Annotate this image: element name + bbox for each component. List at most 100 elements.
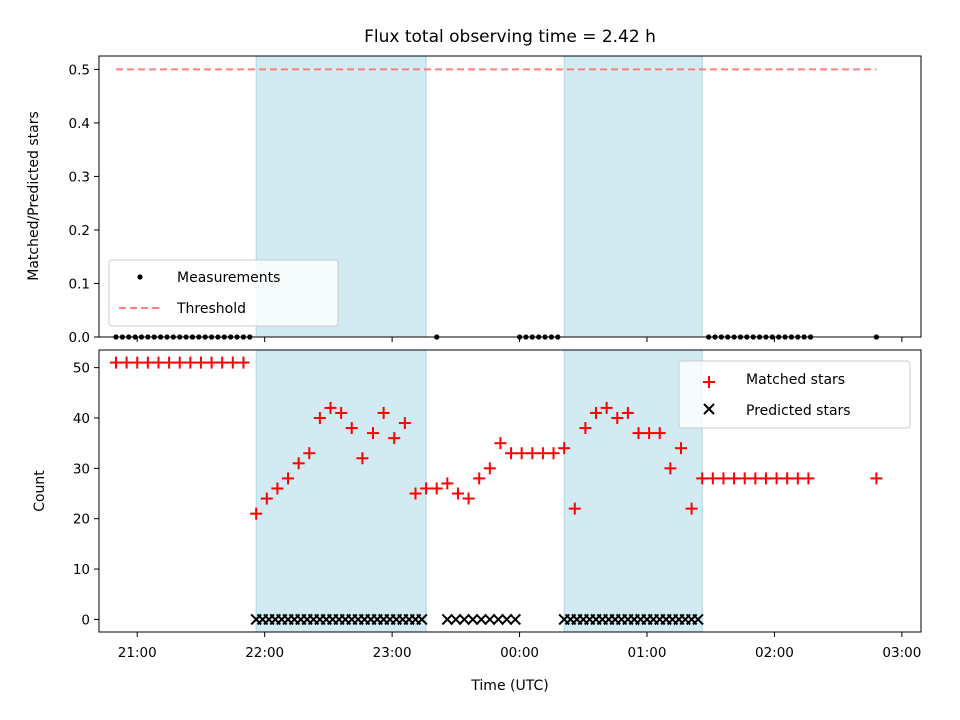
matched-star-point	[451, 487, 464, 500]
matched-star-point	[781, 472, 794, 485]
predicted-star-point	[441, 613, 454, 626]
predicted-star-point	[692, 613, 704, 626]
y-tick-label: 50	[73, 361, 90, 377]
y-tick-label: 0.3	[69, 169, 90, 185]
predicted-star-stroke	[692, 613, 704, 626]
matched-star-point	[643, 427, 656, 440]
matched-star-point	[706, 472, 719, 485]
y-tick-label: 30	[73, 461, 90, 477]
predicted-star-stroke	[450, 613, 462, 626]
x-tick-label: 21:00	[118, 645, 157, 661]
predicted-star-stroke	[492, 613, 505, 626]
x-tick-label: 02:00	[755, 645, 794, 661]
matched-star-point	[632, 427, 645, 440]
top-legend: Measurements Threshold	[108, 259, 339, 327]
bottom-legend-box	[678, 360, 911, 429]
matched-star-point	[163, 356, 176, 369]
predicted-star-stroke	[484, 613, 496, 626]
predicted-star-point	[501, 613, 513, 626]
predicted-star-point	[492, 613, 505, 626]
measurements-legend-label: Measurements	[177, 270, 280, 286]
matched-stars-legend-label: Matched stars	[746, 372, 845, 388]
measurements-legend-marker	[137, 274, 143, 280]
bottom-legend: Matched stars Predicted stars	[678, 360, 911, 429]
predicted-star-stroke	[416, 613, 428, 626]
matched-star-point	[377, 406, 390, 419]
matched-star-point	[653, 427, 666, 440]
matched-star-point	[685, 502, 698, 515]
top-legend-box	[108, 259, 339, 327]
y-tick-label: 10	[73, 562, 90, 578]
matched-star-point	[120, 356, 133, 369]
matched-star-point	[282, 472, 295, 485]
matched-star-point	[292, 457, 305, 470]
matched-star-point	[109, 356, 122, 369]
top-measurement-points	[113, 334, 879, 340]
matched-star-point	[728, 472, 741, 485]
bottom-shaded-intervals	[255, 349, 703, 633]
matched-star-point	[600, 401, 613, 414]
matched-star-point	[260, 492, 273, 505]
matched-star-point	[579, 422, 592, 435]
x-tick-label: 01:00	[628, 645, 667, 661]
predicted-star-stroke	[501, 613, 513, 626]
matched-star-point	[802, 472, 815, 485]
bottom-x-axis: 21:00 22:00 23:00 00:00 01:00 02:00 03:00	[118, 632, 921, 661]
matched-star-point	[674, 442, 687, 455]
matched-stars-legend-marker	[703, 376, 715, 388]
matched-star-point	[313, 411, 326, 424]
x-axis-label: Time (UTC)	[470, 678, 548, 694]
bottom-y-axis: 0 10 20 30 40 50	[73, 361, 99, 628]
predicted-star-stroke	[467, 613, 479, 626]
matched-star-point	[558, 442, 571, 455]
y-tick-label: 0.1	[69, 276, 90, 292]
predicted-star-point	[450, 613, 462, 626]
matched-star-point	[250, 507, 263, 520]
y-tick-label: 0.0	[69, 330, 90, 346]
matched-star-point	[441, 477, 454, 490]
matched-star-point	[717, 472, 730, 485]
matched-star-point	[141, 356, 154, 369]
matched-star-point	[791, 472, 804, 485]
matched-star-point	[483, 462, 496, 475]
matched-star-point	[173, 356, 186, 369]
matched-star-point	[335, 406, 348, 419]
matched-star-point	[303, 447, 316, 460]
matched-star-point	[759, 472, 772, 485]
matched-star-point	[420, 482, 433, 495]
predicted-star-point	[416, 613, 428, 626]
threshold-legend-label: Threshold	[176, 301, 246, 317]
y-tick-label: 0.5	[69, 62, 90, 78]
matched-star-point	[770, 472, 783, 485]
matched-star-point	[505, 447, 518, 460]
top-x-axis	[136, 337, 903, 342]
predicted-star-point	[509, 613, 522, 626]
matched-star-point	[356, 452, 369, 465]
matched-star-point	[398, 417, 411, 430]
top-plot-frame	[98, 55, 922, 338]
matched-star-point	[749, 472, 762, 485]
matched-star-point	[345, 422, 358, 435]
chart-title: Flux total observing time = 2.42 h	[364, 27, 656, 47]
matched-star-point	[226, 356, 239, 369]
matched-star-point	[568, 502, 581, 515]
matched-star-point	[152, 356, 165, 369]
top-y-axis-label: Matched/Predicted stars	[26, 111, 42, 281]
predicted-star-point	[484, 613, 496, 626]
matched-star-point	[526, 447, 539, 460]
matched-star-point	[237, 356, 250, 369]
x-tick-label: 00:00	[500, 645, 539, 661]
matched-star-point	[205, 356, 218, 369]
x-tick-label: 22:00	[245, 645, 284, 661]
predicted-star-stroke	[509, 613, 522, 626]
predicted-star-stroke	[458, 613, 471, 626]
matched-star-point	[324, 401, 337, 414]
y-tick-label: 0.2	[69, 223, 90, 239]
matched-star-point	[590, 406, 603, 419]
y-tick-label: 0	[81, 612, 90, 628]
y-tick-label: 40	[73, 411, 90, 427]
matched-star-point	[536, 447, 549, 460]
predicted-star-point	[458, 613, 471, 626]
y-tick-label: 20	[73, 512, 90, 528]
